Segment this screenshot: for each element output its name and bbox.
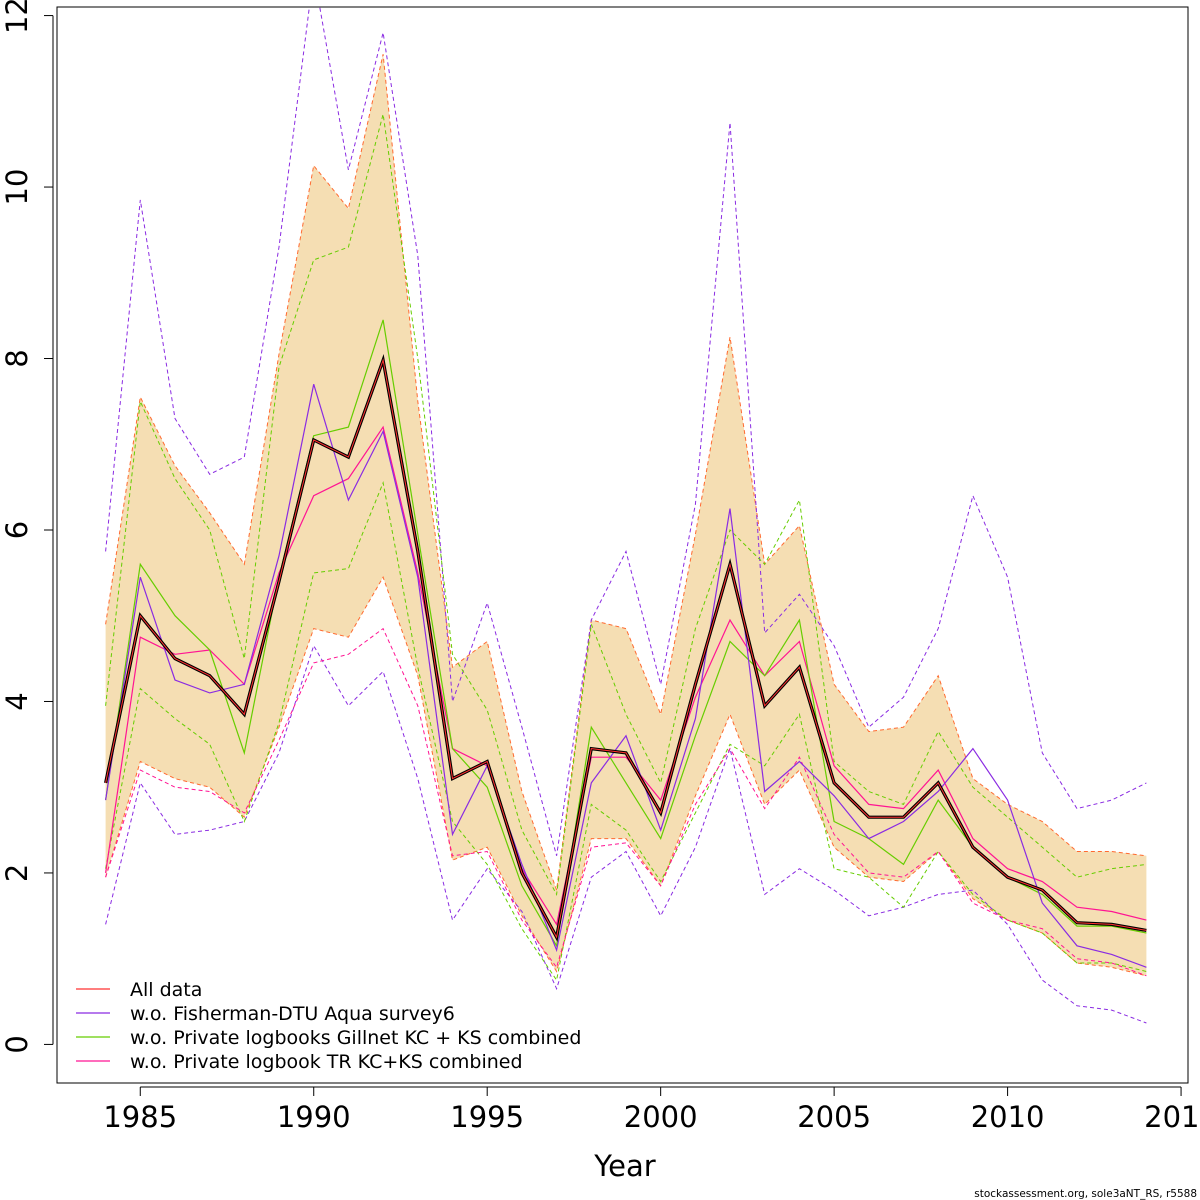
y-tick-label-3: 6 <box>0 521 34 539</box>
y-tick-label-1: 2 <box>0 864 34 882</box>
y-tick-label-5: 10 <box>0 169 34 206</box>
dashed-upper-0 <box>105 7 1147 856</box>
legend-label-1: w.o. Fisherman-DTU Aqua survey6 <box>130 1003 455 1025</box>
y-tick-label-0: 0 <box>0 1035 34 1053</box>
axes-layer: 1985 1990 1995 2000 2005 2010 2015 0 2 4 6 8 10 12 <box>0 0 1200 1134</box>
legend-label-2: w.o. Private logbooks Gillnet KC + KS co… <box>130 1027 581 1049</box>
series-line-0 <box>105 358 1147 939</box>
legend-label-0: All data <box>130 979 202 1001</box>
confidence-band <box>105 54 1147 976</box>
x-tick-label-1: 1990 <box>277 1100 351 1134</box>
x-tick-label-3: 2000 <box>624 1100 698 1134</box>
series-line-3 <box>105 425 1147 926</box>
x-tick-label-5: 2010 <box>971 1100 1045 1134</box>
dashed-upper-1 <box>105 114 1147 897</box>
x-tick-label-2: 1995 <box>450 1100 524 1134</box>
y-tick-label-4: 8 <box>0 349 34 367</box>
plot-frame <box>56 6 1189 1084</box>
dashed-lower-1 <box>105 481 1147 982</box>
x-tick-label-6: 2015 <box>1144 1100 1200 1134</box>
y-tick-label-2: 4 <box>0 692 34 710</box>
x-axis-label: Year <box>593 1149 655 1183</box>
dashed-lower-0 <box>105 644 1147 1024</box>
dashed-interval-layer <box>105 7 1147 1024</box>
band-upper-dashed <box>105 54 1147 891</box>
legend-label-3: w.o. Private logbook TR KC+KS combined <box>130 1051 523 1073</box>
band-lower-dashed <box>105 576 1147 977</box>
series-line-1 <box>105 384 1147 968</box>
confidence-band-layer <box>105 54 1147 977</box>
x-tick-label-4: 2005 <box>797 1100 871 1134</box>
series-layer <box>104 319 1147 968</box>
y-tick-label-6: 12 <box>0 0 34 34</box>
x-tick-label-0: 1985 <box>103 1100 177 1134</box>
footer-credit: stockassessment.org, sole3aNT_RS, r5588 <box>974 1188 1197 1200</box>
